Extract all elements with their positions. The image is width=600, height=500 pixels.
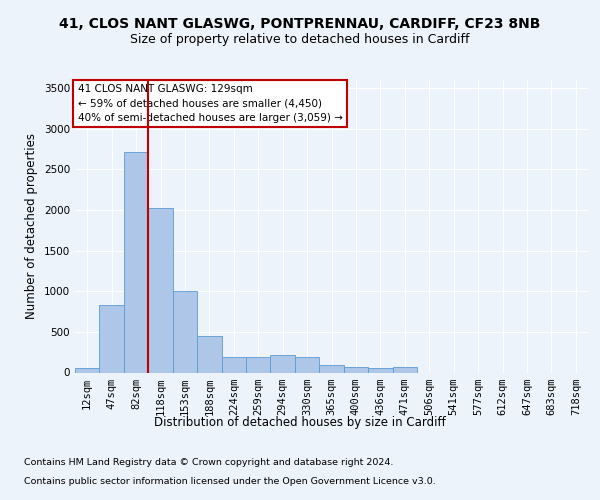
Bar: [246, 357, 271, 372]
Bar: [319, 365, 344, 372]
Bar: [271, 354, 295, 372]
Bar: [295, 356, 319, 372]
Text: 41, CLOS NANT GLASWG, PONTPRENNAU, CARDIFF, CF23 8NB: 41, CLOS NANT GLASWG, PONTPRENNAU, CARDI…: [59, 18, 541, 32]
Y-axis label: Number of detached properties: Number of detached properties: [25, 133, 38, 320]
Text: Contains HM Land Registry data © Crown copyright and database right 2024.: Contains HM Land Registry data © Crown c…: [24, 458, 394, 467]
Bar: [124, 152, 148, 372]
Text: 41 CLOS NANT GLASWG: 129sqm
← 59% of detached houses are smaller (4,450)
40% of : 41 CLOS NANT GLASWG: 129sqm ← 59% of det…: [77, 84, 343, 123]
Bar: [344, 367, 368, 372]
Bar: [221, 357, 246, 372]
Bar: [148, 208, 173, 372]
Bar: [100, 305, 124, 372]
Bar: [392, 367, 417, 372]
Text: Size of property relative to detached houses in Cardiff: Size of property relative to detached ho…: [130, 32, 470, 46]
Bar: [75, 368, 100, 372]
Text: Contains public sector information licensed under the Open Government Licence v3: Contains public sector information licen…: [24, 476, 436, 486]
Bar: [368, 368, 392, 372]
Bar: [197, 336, 221, 372]
Text: Distribution of detached houses by size in Cardiff: Distribution of detached houses by size …: [154, 416, 446, 429]
Bar: [173, 291, 197, 372]
